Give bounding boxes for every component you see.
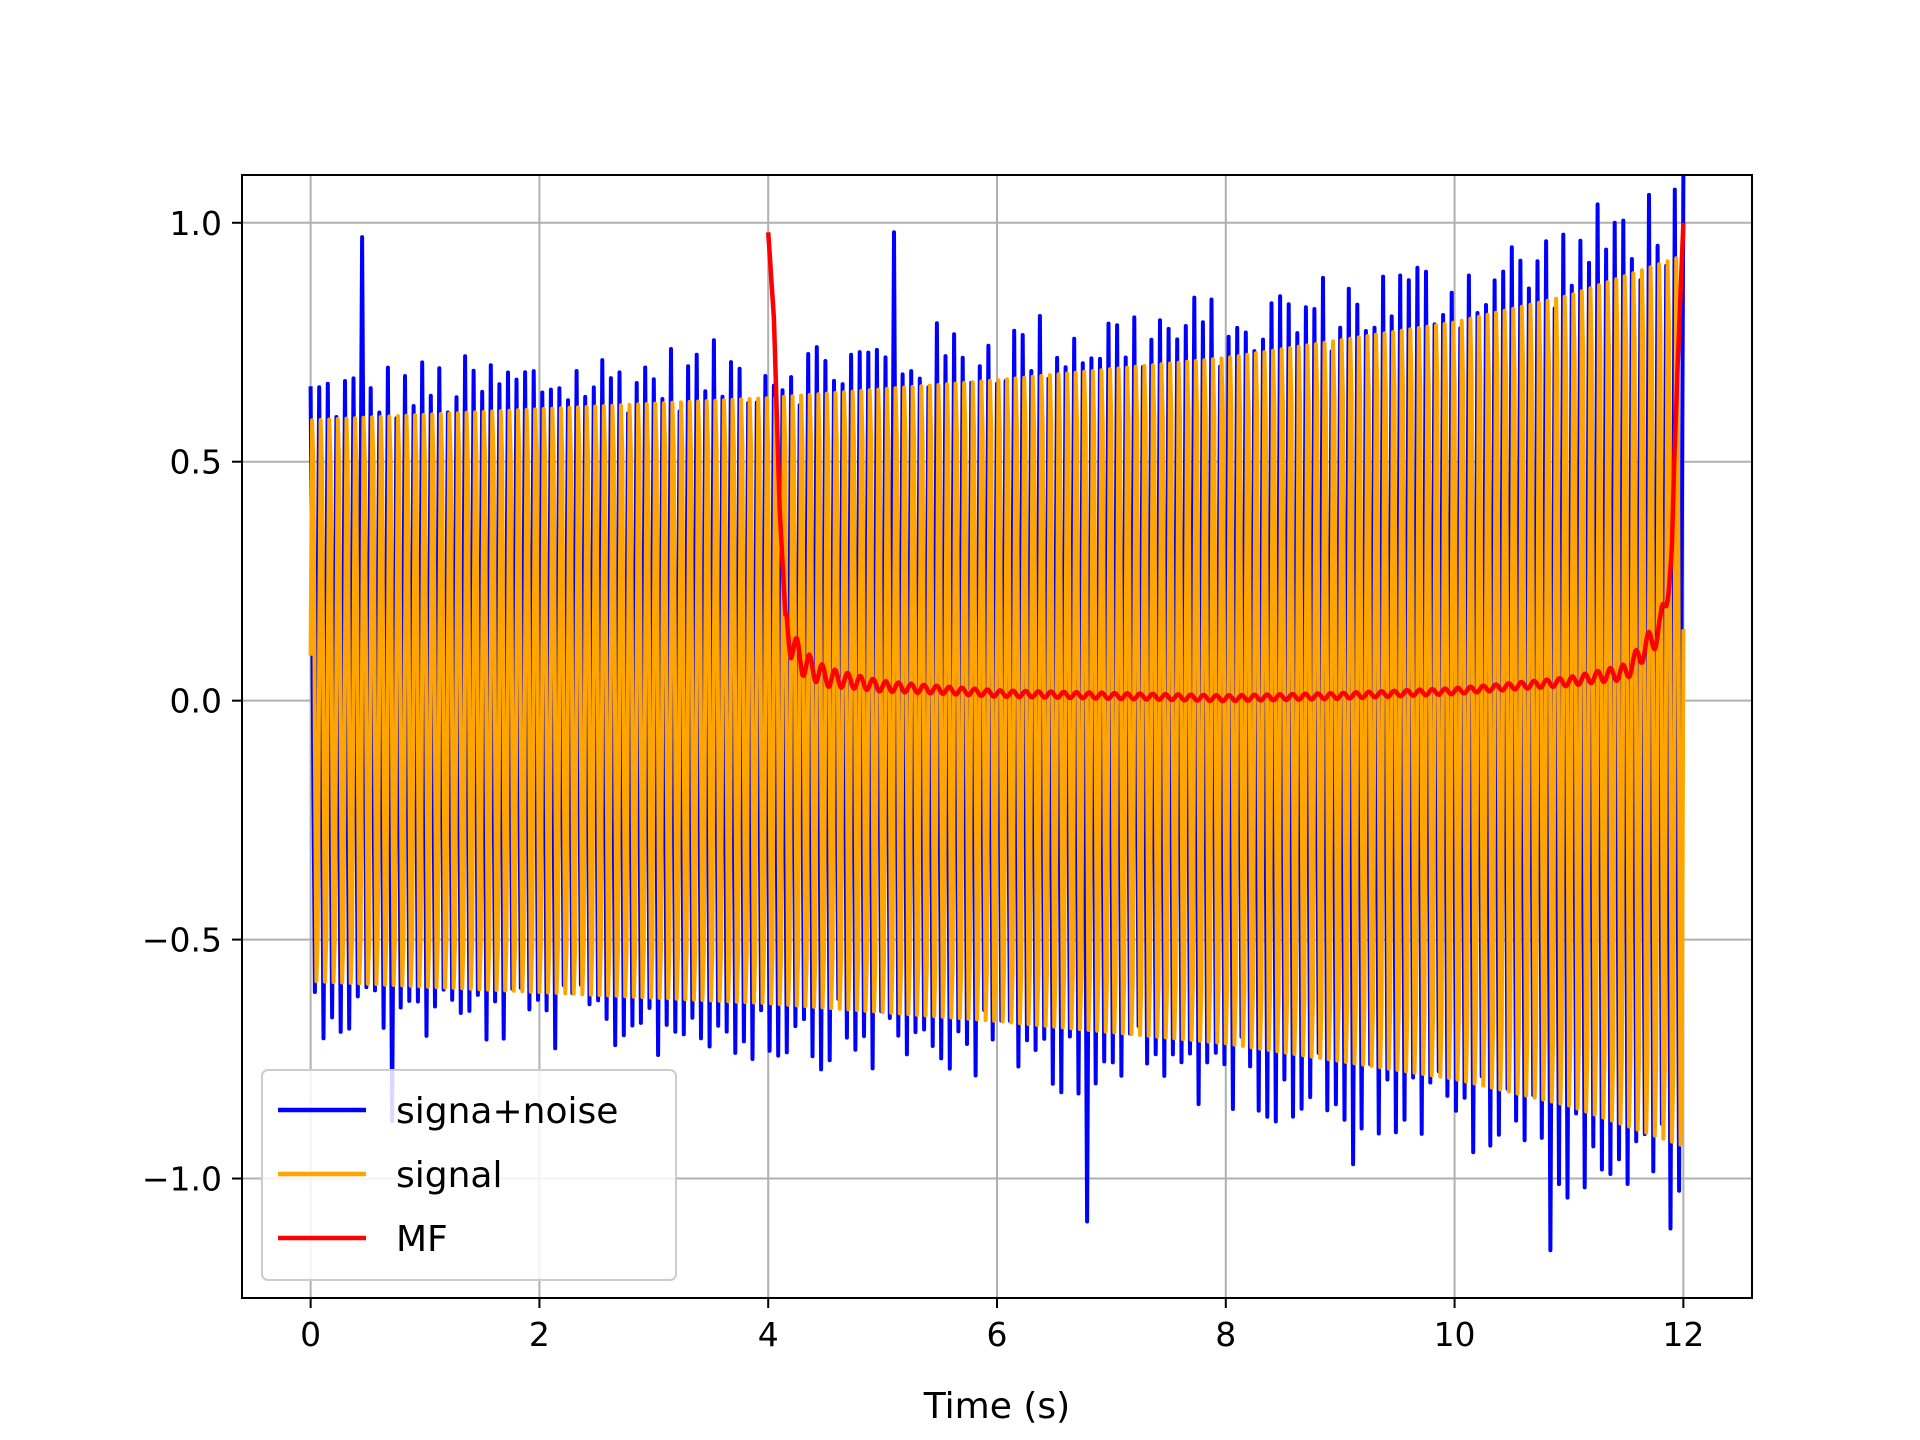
y-tick-label: −1.0 (142, 1160, 222, 1199)
x-tick-label: 6 (987, 1315, 1008, 1354)
x-tick-label: 8 (1215, 1315, 1236, 1354)
x-tick-label: 12 (1662, 1315, 1704, 1354)
series-layer (308, 175, 1686, 1253)
y-tick-label: 0.5 (170, 443, 222, 482)
y-tick-label: 1.0 (170, 204, 222, 243)
legend-label-0: signa+noise (396, 1091, 618, 1132)
y-tick-label: −0.5 (142, 921, 222, 960)
y-axis-ticks: −1.0 −0.5 0.0 0.5 1.0 (142, 204, 242, 1199)
legend-box (261, 1069, 677, 1281)
legend-label-1: signal (396, 1155, 503, 1196)
series-signal-line (308, 256, 1686, 1147)
x-tick-label: 0 (300, 1315, 321, 1354)
y-tick-label: 0.0 (170, 682, 222, 721)
x-tick-label: 2 (529, 1315, 550, 1354)
x-axis-label: Time (s) (923, 1386, 1070, 1427)
series-mf-line (765, 222, 1686, 704)
legend-label-2: MF (396, 1219, 448, 1260)
x-tick-label: 10 (1434, 1315, 1476, 1354)
x-axis-ticks: 0 2 4 6 8 10 12 (300, 1298, 1704, 1354)
x-tick-label: 4 (758, 1315, 779, 1354)
legend: signa+noise signal MF (261, 1069, 677, 1281)
